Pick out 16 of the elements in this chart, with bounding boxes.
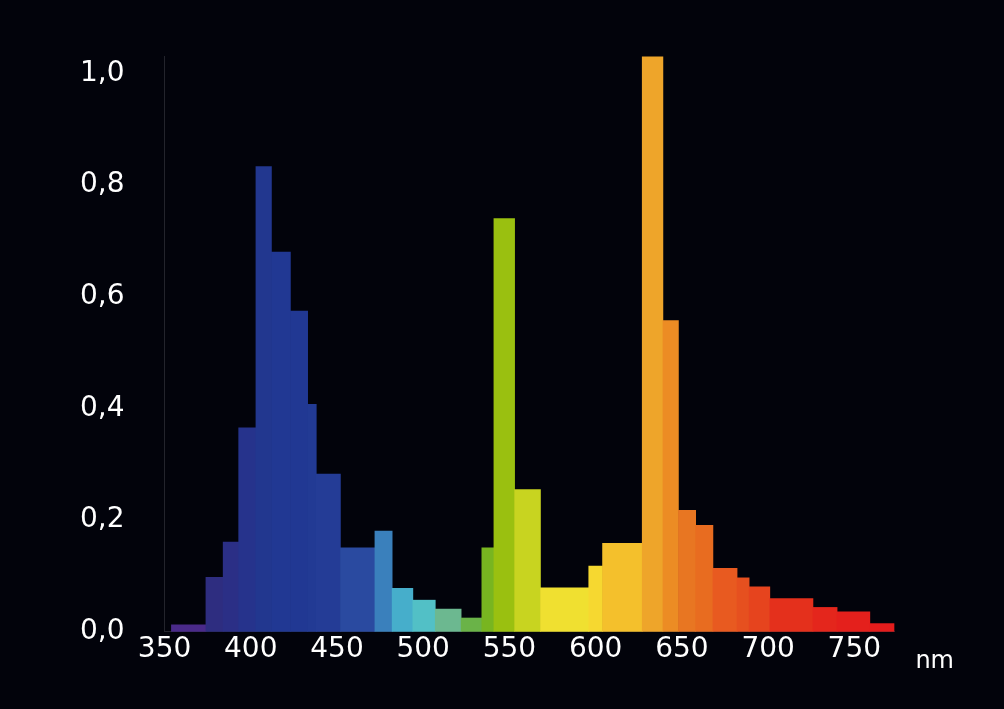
y-tick-label: 0,8: [80, 166, 125, 200]
x-tick-label: 550: [482, 631, 537, 665]
x-tick-label: 750: [827, 631, 882, 665]
x-tick-label: 400: [224, 631, 278, 665]
x-tick-label: 600: [568, 631, 623, 665]
y-tick-label: 1,0: [80, 54, 125, 88]
x-axis-title: nm: [915, 645, 954, 674]
x-tick-label: 350: [137, 631, 192, 665]
y-tick-label: 0,6: [80, 277, 125, 311]
x-tick-label: 500: [396, 631, 450, 665]
y-tick-label: 0,4: [80, 389, 125, 423]
y-tick-label: 0,0: [80, 612, 125, 646]
x-tick-label: 450: [310, 631, 364, 665]
y-tick-label: 0,2: [80, 501, 125, 535]
x-tick-label: 650: [655, 631, 709, 665]
x-tick-label: 700: [741, 631, 795, 665]
